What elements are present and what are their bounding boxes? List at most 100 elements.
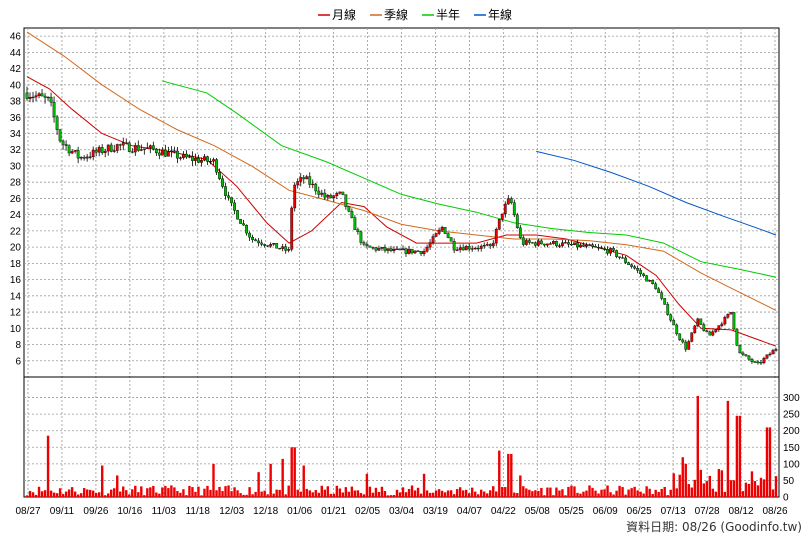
- candle-body: [443, 227, 447, 234]
- candle-body: [485, 244, 489, 246]
- candle-body: [139, 149, 143, 151]
- candle-body: [524, 240, 528, 245]
- candle-body: [221, 178, 224, 187]
- volume-bar: [696, 395, 699, 497]
- volume-bar: [146, 488, 149, 497]
- candle-body: [112, 150, 116, 152]
- candle-body: [539, 240, 543, 245]
- candle-body: [209, 161, 212, 163]
- candle-body: [254, 239, 258, 242]
- volume-bar: [473, 491, 477, 497]
- volume-bar: [552, 495, 555, 497]
- volume-bar: [759, 477, 763, 497]
- candle-body: [58, 129, 62, 142]
- volume-bar: [161, 487, 164, 497]
- volume-bar: [567, 486, 570, 497]
- candle-body: [672, 319, 676, 326]
- volume-bar: [82, 488, 86, 497]
- candle-body: [245, 224, 248, 234]
- volume-axis: 0 50 100 150 200 250 300: [783, 393, 800, 503]
- volume-bar: [413, 490, 417, 497]
- candle-body: [380, 247, 384, 249]
- volume-bar: [284, 494, 287, 497]
- volume-bar: [203, 488, 206, 497]
- volume-bar: [305, 488, 308, 497]
- candle-body: [368, 245, 372, 248]
- volume-bar: [729, 480, 733, 497]
- price-tick-36: 36: [10, 113, 22, 124]
- candle-body: [597, 247, 600, 249]
- candle-body: [227, 195, 230, 198]
- candle-body: [771, 350, 775, 355]
- candle-body: [251, 237, 255, 240]
- candle-body: [678, 333, 682, 341]
- chart-legend: 月線 季線 半年 年線: [318, 7, 512, 22]
- volume-bar: [630, 488, 633, 497]
- date-tick-6: 11/18: [186, 506, 211, 517]
- candle-body: [320, 192, 324, 195]
- date-tick-11: 02/05: [355, 506, 380, 517]
- candle-body: [118, 144, 122, 146]
- price-tick-32: 32: [10, 145, 22, 156]
- date-tick-5: 11/03: [152, 506, 177, 517]
- candle-body: [284, 246, 288, 251]
- volume-tick-150: 150: [783, 443, 800, 454]
- candle-body: [124, 142, 128, 144]
- volume-bar: [254, 491, 257, 497]
- candle-body: [476, 248, 480, 250]
- candle-body: [191, 156, 194, 161]
- volume-bar: [561, 489, 564, 497]
- candle-body: [545, 243, 549, 246]
- volume-bar: [750, 471, 754, 497]
- volume-bar: [314, 490, 317, 497]
- volume-bar: [446, 490, 450, 497]
- volume-bar: [164, 485, 167, 497]
- volume-bar: [377, 491, 381, 497]
- candle-body: [536, 240, 540, 246]
- volume-bar: [239, 493, 242, 497]
- volume-bar: [723, 491, 727, 497]
- volume-bar: [546, 487, 549, 497]
- volume-tick-250: 250: [783, 410, 800, 421]
- candle-body: [654, 283, 658, 290]
- price-tick-42: 42: [10, 64, 22, 75]
- legend-label-2: 季線: [384, 7, 408, 22]
- candle-body: [738, 345, 742, 354]
- price-tick-40: 40: [10, 80, 22, 91]
- candle-body: [46, 96, 50, 99]
- candle-body: [428, 242, 432, 248]
- volume-bar: [158, 493, 161, 497]
- candle-body: [64, 144, 68, 146]
- volume-bar: [338, 488, 342, 497]
- candle-body: [176, 150, 179, 159]
- candle-body: [446, 233, 450, 238]
- volume-bar: [287, 485, 290, 497]
- candle-body: [515, 214, 519, 229]
- candle-body: [269, 244, 273, 247]
- candle-body: [681, 339, 685, 343]
- candle-body: [744, 354, 748, 357]
- candle-body: [130, 151, 134, 153]
- volume-bar: [672, 473, 675, 497]
- candle-body: [690, 332, 694, 342]
- volume-bar: [594, 490, 597, 497]
- candle-body: [353, 217, 357, 230]
- date-tick-18: 06/09: [593, 506, 618, 517]
- candle-body: [136, 145, 140, 151]
- candle-body: [723, 317, 727, 325]
- candle-body: [434, 233, 438, 237]
- volume-bar: [167, 488, 170, 497]
- candle-body: [88, 156, 92, 158]
- candle-body: [473, 248, 477, 250]
- candle-body: [224, 186, 227, 196]
- price-tick-10: 10: [10, 324, 22, 335]
- candle-body: [675, 324, 679, 335]
- volume-bar: [738, 415, 742, 497]
- volume-bar: [522, 486, 525, 497]
- candle-body: [645, 275, 649, 282]
- candle-body: [410, 248, 414, 254]
- volume-bar: [489, 490, 492, 497]
- volume-bar: [320, 485, 323, 497]
- price-tick-22: 22: [10, 226, 22, 237]
- candle-body: [82, 156, 86, 159]
